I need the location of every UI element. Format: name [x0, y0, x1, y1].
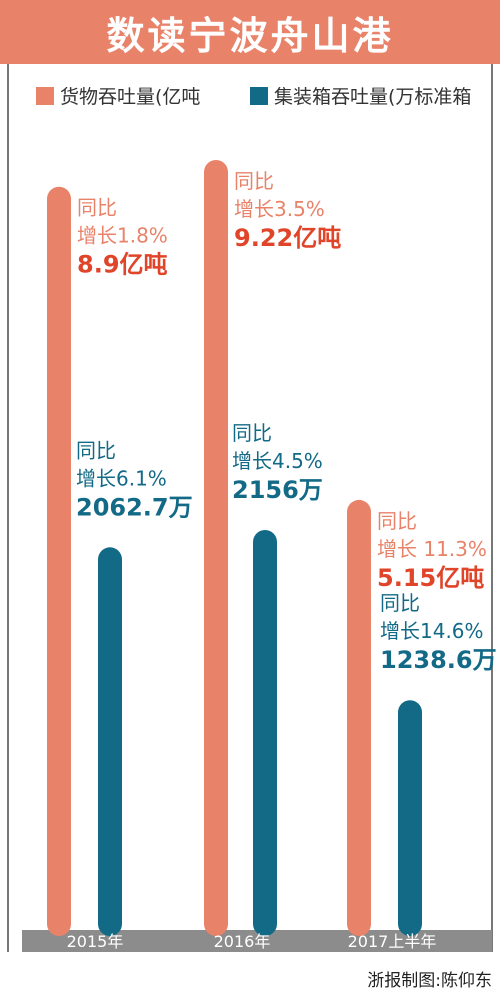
- container-growth-text-1: 增长6.1%: [76, 466, 167, 490]
- bar-cargo-1: [47, 186, 71, 937]
- title-band: 数读宁波舟山港: [0, 0, 500, 64]
- legend-swatch-2: [250, 87, 268, 105]
- cargo-value-label-2: 9.22亿吨: [234, 224, 341, 252]
- cargo-value-label-1: 8.9亿吨: [77, 251, 168, 279]
- cargo-growth-label-3: 同比: [377, 509, 417, 533]
- container-growth-text-2: 增长4.5%: [232, 449, 323, 473]
- cargo-value-label-3: 5.15亿吨: [377, 564, 484, 592]
- container-value-label-2: 2156万: [232, 476, 323, 504]
- chart-title: 数读宁波舟山港: [106, 13, 394, 58]
- legend-swatch-1: [36, 87, 54, 105]
- bar-cargo-3: [347, 499, 371, 936]
- x-tick-label-2: 2016年: [214, 932, 271, 951]
- container-value-label-1: 2062.7万: [76, 493, 193, 521]
- cargo-growth-text-3: 增长 11.3%: [377, 537, 487, 561]
- bar-container-3: [398, 700, 422, 936]
- container-growth-label-2: 同比: [232, 421, 272, 445]
- legend-label-1: 货物吞吐量(亿吨: [60, 86, 200, 108]
- bar-container-1: [98, 547, 122, 936]
- legend-label-2: 集装箱吞吐量(万标准箱: [274, 86, 471, 108]
- cargo-growth-label-2: 同比: [234, 169, 274, 193]
- container-growth-label-1: 同比: [76, 438, 116, 462]
- cargo-growth-text-1: 增长1.8%: [77, 224, 168, 248]
- cargo-growth-label-1: 同比: [77, 196, 117, 220]
- container-growth-text-3: 增长14.6%: [380, 619, 484, 643]
- credit-text: 浙报制图:陈仰东: [367, 971, 492, 991]
- cargo-growth-text-2: 增长3.5%: [234, 197, 325, 221]
- x-tick-label-1: 2015年: [67, 932, 124, 951]
- bar-cargo-2: [204, 160, 228, 936]
- container-growth-label-3: 同比: [380, 591, 420, 615]
- container-value-label-3: 1238.6万: [380, 646, 497, 674]
- bar-container-2: [253, 530, 277, 936]
- x-tick-label-3: 2017上半年: [348, 932, 437, 951]
- x-axis-band: [22, 930, 492, 952]
